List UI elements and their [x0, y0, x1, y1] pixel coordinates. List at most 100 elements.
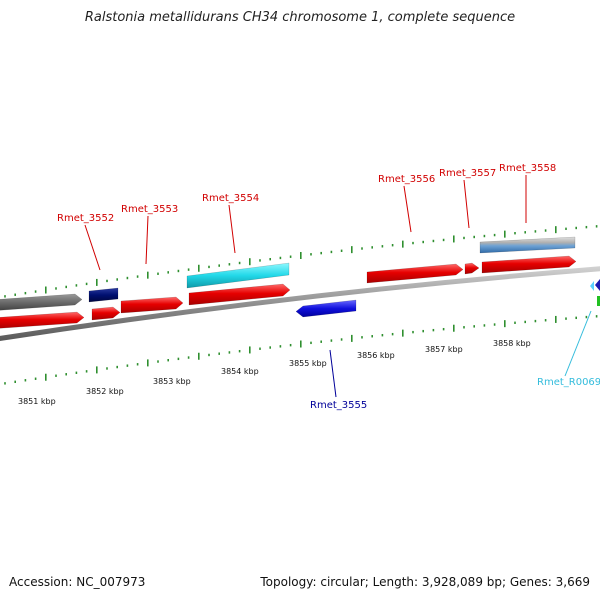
inner-tick: [208, 353, 210, 357]
inner-tick: [524, 320, 526, 324]
outer-tick: [14, 293, 16, 296]
gene-red-3[interactable]: [188, 283, 291, 306]
gene-features: [0, 236, 600, 329]
inner-tick: [351, 334, 353, 342]
gene-rmet-3552[interactable]: [88, 287, 119, 303]
inner-tick: [534, 319, 537, 323]
inner-tick: [381, 333, 384, 337]
outer-tick: [289, 255, 292, 258]
gene-red-2[interactable]: [91, 306, 121, 321]
inner-tick: [412, 330, 414, 334]
scale-label-3857: 3857 kbp: [425, 345, 463, 354]
gene-label-rmet-3556[interactable]: Rmet_3556: [378, 174, 435, 185]
inner-tick: [453, 324, 455, 332]
outer-tick: [381, 245, 384, 248]
outer-tick: [269, 257, 271, 261]
leader-rmet-3554: [228, 204, 236, 254]
scale-label-3856: 3856 kbp: [357, 351, 395, 360]
gene-rmet-3556[interactable]: [366, 263, 464, 284]
inner-tick: [167, 359, 169, 362]
inner-tick: [340, 338, 343, 341]
outer-tick: [514, 232, 516, 235]
gene-label-rmet-r0069[interactable]: Rmet_R0069: [537, 377, 600, 388]
inner-tick: [310, 341, 312, 345]
gene-label-rmet-3553[interactable]: Rmet_3553: [121, 204, 178, 215]
gene-label-rmet-3558[interactable]: Rmet_3558: [499, 163, 556, 174]
leader-rmet-3552: [84, 224, 101, 271]
outer-tick: [238, 261, 241, 265]
inner-tick: [391, 332, 394, 336]
outer-tick: [249, 258, 251, 266]
gene-rmet-3558-b[interactable]: [479, 236, 576, 254]
outer-tick: [96, 278, 98, 286]
inner-tick: [361, 336, 363, 339]
gene-rmet-3555[interactable]: [295, 299, 357, 318]
outer-tick: [198, 264, 200, 272]
inner-tick: [330, 339, 333, 342]
outer-tick: [279, 256, 282, 260]
outer-tick: [473, 235, 475, 239]
outer-tick: [555, 226, 557, 234]
gene-rmet-3554[interactable]: [186, 262, 290, 289]
inner-tick: [157, 360, 159, 363]
inner-tick: [432, 328, 435, 332]
outer-tick: [106, 279, 108, 283]
inner-tick: [24, 379, 27, 382]
gene-gray-left[interactable]: [0, 293, 83, 311]
outer-tick: [85, 282, 88, 286]
gene-rmet-3558[interactable]: [481, 255, 577, 274]
rna-feature-blue-edge[interactable]: [595, 279, 600, 291]
inner-tick: [371, 335, 373, 338]
gene-label-rmet-3554[interactable]: Rmet_3554: [202, 193, 259, 204]
gene-labels: Rmet_3552 Rmet_3553 Rmet_3554 Rmet_3556 …: [57, 163, 600, 411]
chromosome-backbone: [0, 266, 600, 341]
inner-tick: [463, 326, 465, 329]
gene-label-rmet-3557[interactable]: Rmet_3557: [439, 168, 496, 179]
outer-tick: [177, 269, 180, 273]
inner-tick: [187, 356, 190, 359]
outer-tick: [75, 284, 78, 287]
outer-tick: [228, 263, 231, 266]
inner-tick: [514, 321, 516, 324]
inner-tick: [300, 340, 302, 348]
outer-tick: [524, 231, 526, 234]
outer-tick: [45, 286, 47, 294]
inner-tick: [147, 359, 149, 367]
inner-tick: [585, 315, 588, 319]
outer-tick: [310, 253, 312, 256]
outer-tick: [534, 230, 537, 233]
map-title: Ralstonia metallidurans CH34 chromosome …: [84, 10, 516, 25]
gene-rmet-3553[interactable]: [120, 296, 184, 314]
leader-rmet-r0069: [564, 310, 592, 377]
inner-tick: [14, 380, 16, 384]
outer-tick: [544, 229, 547, 232]
rna-feature-green-edge[interactable]: [597, 296, 600, 306]
accession-text: Accession: NC_007973: [9, 575, 146, 589]
gene-rmet-3557[interactable]: [464, 262, 480, 275]
outer-tick: [463, 236, 465, 240]
outer-tick: [453, 235, 455, 243]
inner-tick: [106, 367, 108, 370]
gene-red-left[interactable]: [0, 311, 85, 329]
rna-feature-rmet-r0069[interactable]: [590, 281, 594, 291]
scale-label-3854: 3854 kbp: [221, 367, 259, 376]
outer-tick: [157, 272, 159, 275]
inner-tick: [55, 374, 57, 377]
label-leaders: [84, 175, 592, 398]
scale-label-3858: 3858 kbp: [493, 339, 531, 348]
inner-tick: [96, 366, 98, 374]
outer-tick: [208, 265, 210, 269]
outer-tick: [136, 275, 139, 278]
gene-label-rmet-3552[interactable]: Rmet_3552: [57, 213, 114, 224]
inner-tick: [473, 325, 475, 328]
scale-label-3853: 3853 kbp: [153, 377, 191, 386]
outer-tick: [65, 285, 67, 289]
inner-tick: [228, 351, 231, 354]
outer-tick: [493, 233, 496, 237]
inner-tick: [320, 340, 322, 343]
outer-tick: [412, 241, 414, 245]
gene-label-rmet-3555[interactable]: Rmet_3555: [310, 400, 367, 411]
outer-tick: [391, 243, 394, 247]
outer-tick: [504, 230, 506, 238]
